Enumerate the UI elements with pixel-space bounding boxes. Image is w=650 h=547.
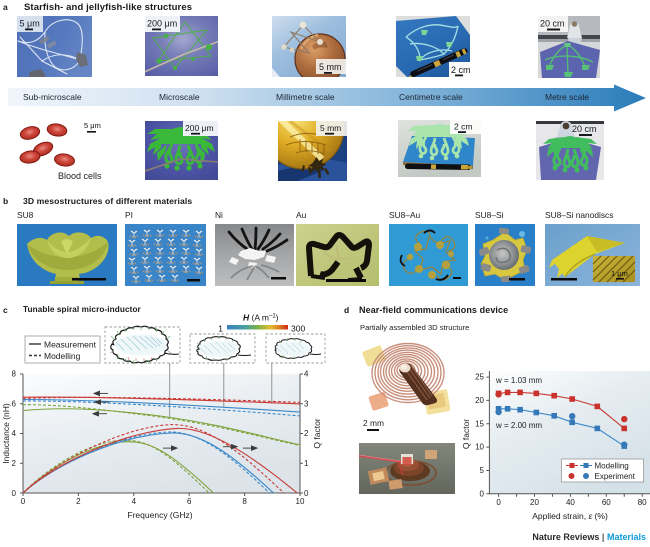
svg-text:H (A m–1): H (A m–1): [243, 313, 279, 323]
svg-text:200 μm: 200 μm: [185, 123, 214, 133]
svg-text:20 cm: 20 cm: [572, 124, 597, 134]
svg-text:5 mm: 5 mm: [320, 123, 341, 133]
svg-text:80: 80: [638, 498, 647, 507]
svg-text:Modelling: Modelling: [44, 351, 81, 361]
svg-text:0: 0: [12, 489, 17, 498]
svg-text:10: 10: [296, 497, 305, 506]
svg-text:1: 1: [304, 459, 309, 468]
svg-text:2: 2: [76, 497, 81, 506]
svg-text:10: 10: [475, 443, 484, 452]
svg-text:2 cm: 2 cm: [451, 65, 470, 75]
svg-text:5 mm: 5 mm: [319, 62, 342, 72]
svg-text:8: 8: [12, 370, 17, 379]
svg-text:40: 40: [566, 498, 575, 507]
svg-text:1: 1: [218, 324, 223, 334]
svg-text:15: 15: [475, 419, 484, 428]
svg-text:300: 300: [291, 324, 305, 334]
svg-text:5: 5: [480, 466, 485, 475]
svg-text:200 μm: 200 μm: [147, 19, 177, 29]
svg-text:2 cm: 2 cm: [454, 122, 472, 132]
svg-text:25: 25: [475, 373, 484, 382]
svg-text:4: 4: [304, 370, 309, 379]
svg-text:Q factor: Q factor: [461, 419, 471, 449]
svg-text:3: 3: [304, 400, 309, 409]
svg-text:w = 1.03 mm: w = 1.03 mm: [495, 376, 542, 385]
svg-text:0: 0: [21, 497, 26, 506]
svg-text:Q factor: Q factor: [312, 418, 322, 448]
svg-text:20: 20: [530, 498, 539, 507]
svg-text:0: 0: [496, 498, 501, 507]
svg-text:Applied strain, ε (%): Applied strain, ε (%): [532, 511, 608, 521]
svg-text:Measurement: Measurement: [44, 340, 97, 350]
svg-text:w = 2.00 mm: w = 2.00 mm: [495, 421, 542, 430]
svg-text:Inductance (nH): Inductance (nH): [1, 403, 11, 464]
svg-text:Experiment: Experiment: [595, 472, 636, 481]
svg-text:8: 8: [242, 497, 247, 506]
svg-text:5 μm: 5 μm: [20, 19, 40, 29]
svg-text:Modelling: Modelling: [595, 462, 629, 471]
svg-text:5 μm: 5 μm: [84, 121, 101, 130]
svg-text:6: 6: [12, 400, 17, 409]
svg-text:20 cm: 20 cm: [540, 19, 565, 29]
svg-text:6: 6: [187, 497, 192, 506]
svg-text:4: 4: [12, 429, 17, 438]
svg-text:2: 2: [12, 459, 17, 468]
svg-text:1 μm: 1 μm: [611, 269, 628, 278]
svg-text:4: 4: [132, 497, 137, 506]
svg-text:2: 2: [304, 429, 309, 438]
svg-text:60: 60: [602, 498, 611, 507]
svg-text:20: 20: [475, 396, 484, 405]
svg-text:Frequency (GHz): Frequency (GHz): [127, 510, 192, 520]
svg-text:0: 0: [304, 489, 309, 498]
svg-text:0: 0: [480, 489, 485, 498]
